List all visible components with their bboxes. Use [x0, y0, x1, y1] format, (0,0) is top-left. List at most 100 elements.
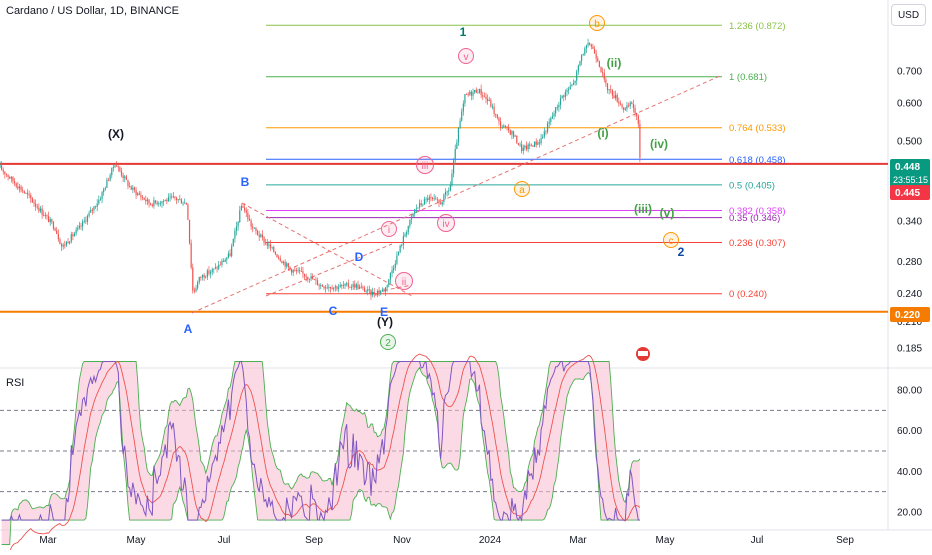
- candle-body: [587, 42, 589, 46]
- wave-label: (X): [108, 127, 124, 141]
- candle-body: [527, 144, 529, 150]
- trend-lines[interactable]: [191, 74, 723, 314]
- candle-body: [446, 191, 448, 193]
- candle-body: [499, 121, 502, 128]
- candle-body: [457, 127, 460, 143]
- candle-body: [51, 219, 53, 223]
- time-tick: Nov: [393, 535, 411, 546]
- fib-level-label: 0 (0.240): [729, 289, 767, 300]
- candle-body: [569, 86, 571, 90]
- candle-body: [428, 197, 430, 201]
- candle-body: [279, 258, 281, 262]
- candle-body: [119, 167, 121, 171]
- wave-label: v: [464, 52, 469, 63]
- candle-body: [568, 89, 570, 91]
- candle-body: [0, 165, 1, 168]
- candle-body: [537, 142, 539, 145]
- candle-body: [618, 101, 620, 104]
- candle-body: [235, 226, 238, 231]
- candle-body: [107, 179, 110, 181]
- horizontal-lines[interactable]: [0, 162, 888, 313]
- trend-line[interactable]: [265, 243, 393, 297]
- candle-body: [613, 95, 615, 98]
- candle-body: [548, 121, 550, 124]
- trend-line[interactable]: [241, 202, 413, 297]
- wave-circle: [380, 334, 396, 350]
- candle-body: [227, 253, 230, 258]
- candle-body: [415, 208, 417, 210]
- price-axis[interactable]: 0.7000.6000.5000.4000.3400.2800.2400.210…: [890, 67, 930, 519]
- candle-body: [234, 230, 236, 239]
- wave-label: b: [594, 19, 600, 30]
- candle-body: [308, 278, 311, 280]
- candle-body: [393, 267, 395, 271]
- candle-body: [530, 145, 532, 147]
- candle-body: [465, 94, 468, 96]
- candle-body: [310, 276, 312, 280]
- rsi-pane: [0, 353, 888, 554]
- price-tag[interactable]: [890, 307, 930, 322]
- candle-body: [77, 227, 79, 230]
- currency-button[interactable]: USD: [891, 4, 926, 26]
- candle-body: [329, 287, 332, 289]
- candle-body: [423, 199, 426, 205]
- candle-body: [90, 209, 92, 213]
- candle-body: [472, 91, 474, 96]
- candle-body: [150, 203, 152, 205]
- candle-body: [5, 174, 8, 175]
- candle-body: [482, 95, 484, 97]
- wave-label: E: [380, 305, 388, 319]
- candle-body: [7, 174, 9, 178]
- time-tick: Jul: [218, 535, 231, 546]
- fib-retracement[interactable]: 1.236 (0.872) 1 (0.681) 0.764 (0.533) 0.618…: [266, 21, 786, 300]
- time-tick: Mar: [39, 535, 57, 546]
- price-tick: 0.340: [897, 217, 922, 228]
- candle-body: [258, 234, 260, 237]
- wave-label: 2: [678, 245, 685, 259]
- wave-label: B: [241, 175, 250, 189]
- candle-body: [161, 201, 163, 204]
- candle-body: [281, 261, 283, 264]
- candle-body: [122, 175, 124, 179]
- candle-body: [485, 96, 487, 99]
- candle-body: [224, 259, 226, 262]
- candle-body: [177, 199, 179, 201]
- candle-body: [574, 80, 576, 83]
- candle-body: [206, 270, 208, 277]
- candle-body: [59, 239, 61, 245]
- candle-body: [17, 186, 19, 189]
- candle-body: [380, 291, 382, 293]
- candle-body: [291, 269, 293, 273]
- price-tick: 0.185: [897, 343, 922, 354]
- trend-line[interactable]: [191, 74, 723, 314]
- price-tick: 0.700: [897, 67, 922, 78]
- candle-body: [490, 100, 492, 107]
- candle-body: [56, 230, 58, 234]
- price-tag[interactable]: [890, 159, 930, 189]
- candle-body: [404, 234, 406, 237]
- candle-body: [582, 54, 584, 56]
- candle-body: [39, 208, 42, 212]
- candle-body: [563, 95, 565, 97]
- candle-body: [80, 225, 82, 227]
- price-tag-countdown: 23:55:15: [893, 175, 928, 185]
- candle-body: [75, 229, 77, 234]
- candle-body: [334, 286, 336, 288]
- candle-body: [352, 284, 354, 287]
- time-axis[interactable]: Mar May Jul Sep Nov 2024 Mar May Jul Sep: [39, 535, 854, 546]
- candle-body: [10, 176, 12, 179]
- price-tag[interactable]: [890, 185, 930, 200]
- candle-body: [349, 286, 351, 288]
- candle-body: [521, 144, 523, 151]
- candle-body: [600, 67, 602, 72]
- candle-body: [592, 46, 594, 49]
- candle-body: [28, 194, 30, 196]
- candle-body: [417, 207, 419, 209]
- wave-label: (iii): [634, 202, 652, 216]
- candle-body: [365, 291, 367, 292]
- candle-body: [114, 165, 116, 168]
- time-tick: Jul: [751, 535, 764, 546]
- rsi-line: [1, 360, 640, 522]
